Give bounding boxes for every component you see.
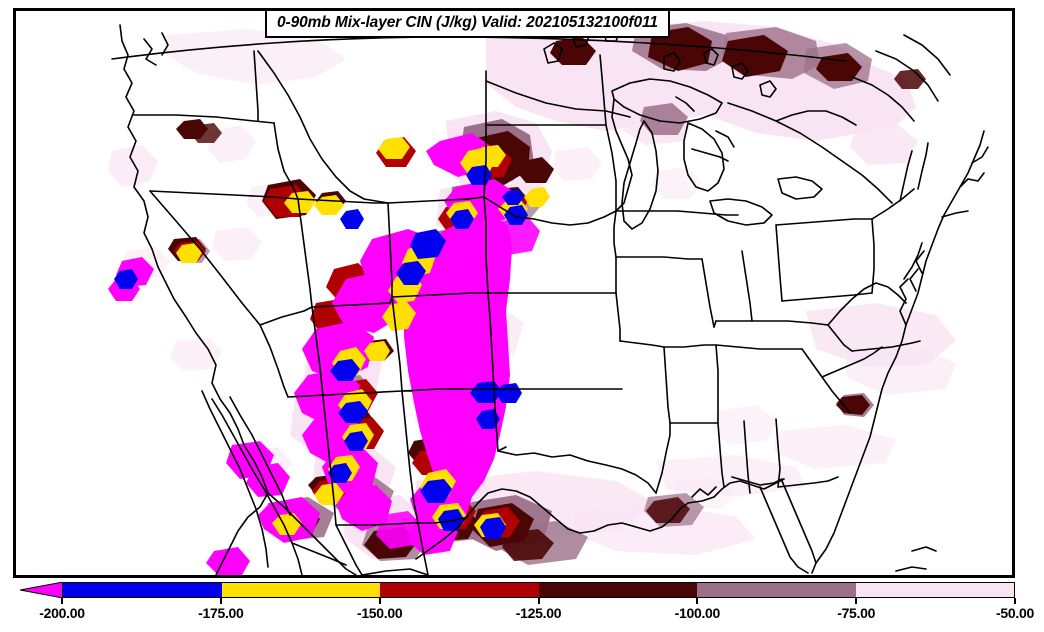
colorbar-tick	[378, 598, 381, 604]
colorbar-tick	[537, 598, 540, 604]
colorbar-tick	[696, 598, 699, 604]
colorbar-tick	[219, 598, 222, 604]
colorbar-tick	[855, 598, 858, 604]
colorbar-tick	[1014, 598, 1016, 604]
colorbar-tick-label: -75.00	[837, 605, 876, 621]
colorbar-tick-label: -150.00	[356, 605, 403, 621]
colorbar-ticks	[0, 598, 1044, 605]
colorbar-segments	[62, 582, 1015, 598]
colorbar-tick-label: -200.00	[39, 605, 85, 621]
colorbar-underflow-arrow	[20, 582, 63, 598]
field-blue	[114, 165, 528, 539]
colorbar-segment-3	[538, 583, 697, 597]
colorbar-segment-0	[63, 583, 222, 597]
colorbar: -200.00 -175.00 -150.00 -125.00 -100.00 -75.0…	[0, 580, 1044, 632]
map-title: 0-90mb Mix-layer CIN (J/kg) Valid: 20210…	[265, 9, 670, 38]
colorbar-tick-labels: -200.00 -175.00 -150.00 -125.00 -100.00 -75.0…	[0, 605, 1044, 625]
colorbar-tick-label: -175.00	[198, 605, 244, 621]
colorbar-segment-1	[221, 583, 380, 597]
colorbar-tick-label: -125.00	[515, 605, 562, 621]
map-canvas	[16, 11, 1012, 575]
colorbar-tick	[61, 598, 63, 604]
map-panel	[13, 8, 1015, 578]
colorbar-segment-2	[380, 583, 539, 597]
colorbar-tick-label: -50.00	[996, 605, 1034, 621]
colorbar-tick-label: -100.00	[674, 605, 721, 621]
colorbar-segment-5	[855, 583, 1014, 597]
map-geography	[111, 24, 989, 575]
colorbar-segment-4	[697, 583, 856, 597]
